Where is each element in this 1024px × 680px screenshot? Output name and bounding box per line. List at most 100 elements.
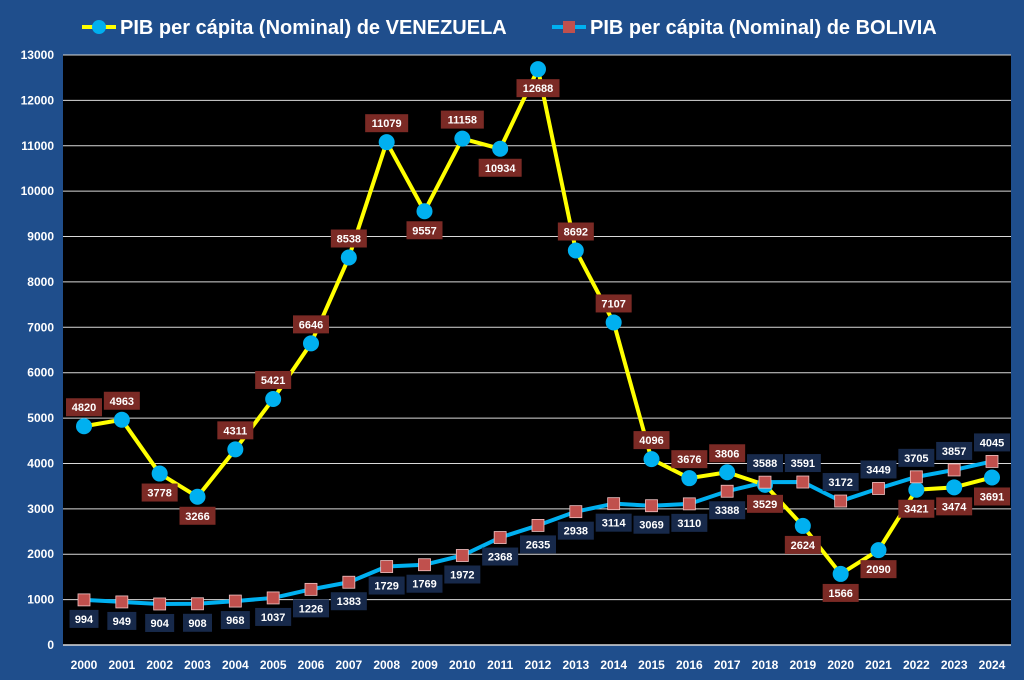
venezuela-point	[76, 418, 92, 435]
bolivia-data-label-bg	[482, 547, 519, 566]
venezuela-data-label-text: 8538	[337, 234, 361, 246]
bolivia-data-label-text: 3591	[791, 458, 815, 470]
venezuela-data-label-text: 3806	[715, 448, 739, 460]
bolivia-data-label-bg	[406, 574, 443, 593]
legend-marker	[92, 20, 106, 34]
bolivia-data-label-text: 968	[226, 615, 244, 627]
venezuela-data-label: 9557	[406, 221, 443, 240]
bolivia-data-label-text: 4045	[980, 437, 1004, 449]
x-tick-label: 2009	[411, 658, 438, 672]
y-tick-label: 10000	[21, 184, 55, 198]
venezuela-data-label-text: 11158	[448, 115, 477, 127]
x-tick-label: 2016	[676, 658, 703, 672]
venezuela-point	[530, 61, 546, 78]
venezuela-data-label-text: 3778	[147, 488, 171, 500]
y-tick-label: 5000	[27, 411, 54, 425]
venezuela-data-label-bg	[557, 222, 594, 241]
x-tick-label: 2013	[562, 658, 589, 672]
bolivia-data-label-bg	[145, 613, 175, 632]
y-tick-label: 2000	[27, 547, 54, 561]
venezuela-data-label-bg	[103, 391, 140, 410]
bolivia-data-label: 3172	[822, 473, 859, 492]
venezuela-point	[416, 203, 433, 220]
venezuela-data-label: 11158	[440, 110, 484, 129]
bolivia-data-label-text: 904	[150, 618, 169, 630]
venezuela-data-label-bg	[478, 158, 522, 177]
x-tick-label: 2018	[752, 658, 779, 672]
bolivia-data-label: 1226	[293, 599, 329, 618]
venezuela-data-label: 5421	[255, 370, 292, 389]
bolivia-point	[796, 475, 810, 489]
y-tick-label: 3000	[27, 502, 54, 516]
venezuela-data-label: 3421	[898, 499, 935, 518]
bolivia-data-label: 1037	[255, 607, 292, 626]
bolivia-data-label: 3110	[671, 513, 708, 532]
bolivia-data-label-bg	[255, 607, 292, 626]
bolivia-data-label-text: 3114	[602, 518, 627, 530]
bolivia-point	[380, 560, 394, 573]
venezuela-data-label-bg	[974, 487, 1010, 506]
venezuela-data-label-text: 10934	[485, 163, 516, 175]
y-tick-label: 9000	[27, 230, 54, 244]
venezuela-data-label: 4820	[66, 398, 102, 417]
venezuela-data-label: 1566	[822, 583, 859, 602]
venezuela-data-label-text: 2624	[791, 540, 816, 552]
venezuela-point	[227, 441, 244, 458]
y-tick-label: 11000	[21, 139, 54, 153]
venezuela-point	[151, 465, 168, 482]
venezuela-data-label-bg	[595, 294, 632, 313]
bolivia-point	[153, 597, 167, 611]
x-tick-label: 2003	[184, 658, 211, 672]
venezuela-data-label-bg	[255, 370, 292, 389]
venezuela-data-label-bg	[671, 450, 708, 469]
bolivia-data-label-text: 908	[188, 618, 206, 630]
venezuela-data-label: 12688	[516, 79, 560, 98]
venezuela-data-label: 3266	[179, 506, 216, 525]
venezuela-data-label-text: 4311	[223, 425, 247, 437]
venezuela-data-label-bg	[365, 114, 409, 133]
bolivia-data-label: 904	[145, 613, 175, 632]
venezuela-point	[794, 517, 811, 534]
x-tick-label: 2010	[449, 658, 476, 672]
venezuela-data-label-bg	[217, 421, 254, 440]
venezuela-data-label: 3806	[709, 444, 746, 463]
bolivia-data-label-bg	[330, 592, 367, 611]
x-tick-label: 2014	[600, 658, 627, 672]
venezuela-data-label-text: 3266	[185, 511, 209, 523]
venezuela-data-label-bg	[516, 79, 560, 98]
venezuela-series-line	[83, 67, 993, 576]
venezuela-data-label: 4096	[633, 431, 670, 450]
venezuela-data-label-text: 3474	[942, 501, 967, 513]
bolivia-data-label: 3588	[747, 454, 783, 473]
venezuela-data-label-text: 4963	[110, 396, 134, 408]
x-tick-label: 2005	[260, 658, 287, 672]
bolivia-data-label: 1383	[330, 592, 367, 611]
bolivia-data-label-text: 994	[75, 614, 94, 626]
legend-item-bolivia: PIB per cápita (Nominal) de BOLIVIA	[552, 17, 937, 39]
bolivia-data-label-bg	[220, 611, 250, 630]
x-tick-label: 2004	[222, 658, 249, 672]
bolivia-data-label-text: 3588	[753, 458, 777, 470]
venezuela-data-label-text: 4820	[72, 402, 96, 414]
x-tick-label: 2011	[487, 658, 513, 672]
series-lines	[76, 61, 1000, 611]
bolivia-data-label-bg	[822, 473, 859, 492]
venezuela-data-label-text: 3691	[980, 491, 1004, 503]
venezuela-data-label-bg	[179, 506, 216, 525]
venezuela-point	[189, 488, 206, 505]
bolivia-data-label-text: 3110	[677, 518, 701, 530]
bolivia-data-label-text: 949	[113, 616, 131, 628]
x-tick-label: 2006	[298, 658, 325, 672]
bolivia-point	[947, 463, 961, 477]
legend-marker	[563, 21, 575, 33]
bolivia-data-label: 3114	[595, 513, 632, 532]
y-tick-label: 8000	[27, 275, 54, 289]
bolivia-data-label: 2635	[520, 535, 556, 554]
venezuela-data-label-bg	[936, 497, 973, 516]
bolivia-data-label: 1972	[444, 565, 481, 584]
bolivia-data-label-text: 1037	[261, 612, 285, 624]
bolivia-data-label-text: 2635	[526, 539, 550, 551]
bolivia-data-label-bg	[69, 609, 99, 628]
